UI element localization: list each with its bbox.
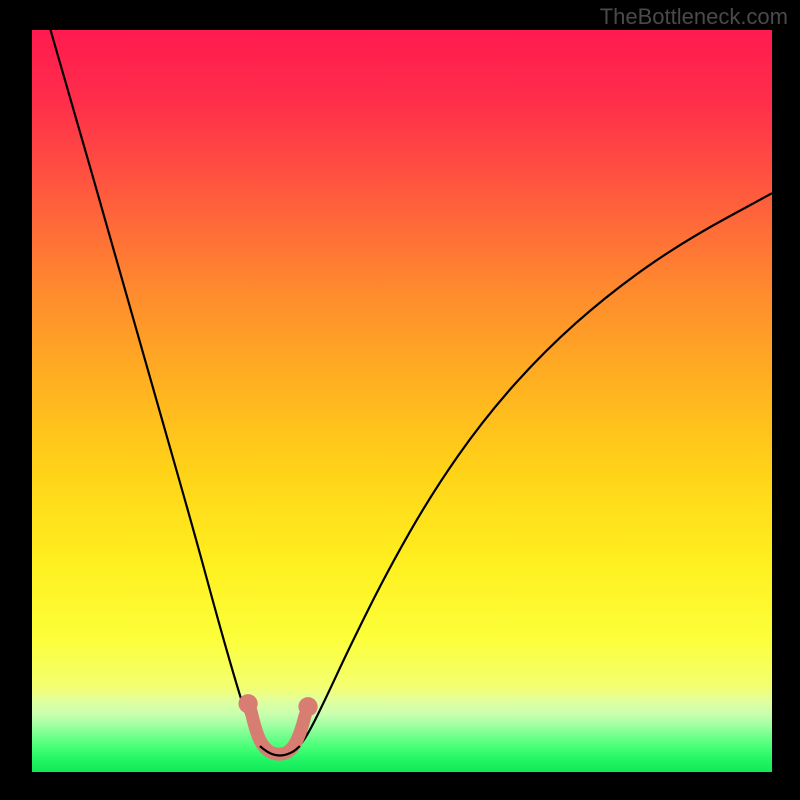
bottleneck-end-dot xyxy=(238,694,257,713)
gradient-background xyxy=(32,30,772,772)
plot-area xyxy=(32,30,772,772)
bottleneck-end-dot xyxy=(298,697,317,716)
chart-container: TheBottleneck.com xyxy=(0,0,800,800)
watermark-text: TheBottleneck.com xyxy=(600,4,788,30)
chart-svg xyxy=(32,30,772,772)
